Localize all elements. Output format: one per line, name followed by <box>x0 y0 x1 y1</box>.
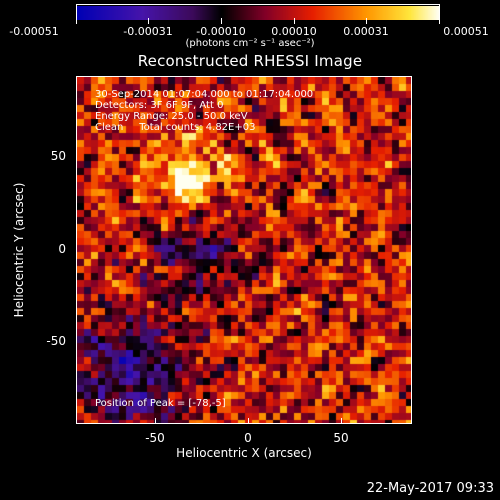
y-tick-label: -50 <box>46 334 66 348</box>
colorbar-tick <box>294 18 295 24</box>
y-axis-label: Heliocentric Y (arcsec) <box>12 182 26 318</box>
x-axis-label: Heliocentric X (arcsec) <box>176 446 312 460</box>
info-time-range: 30-Sep-2014 01:07:04.000 to 01:17:04.000 <box>95 89 314 100</box>
colorbar-tick-label: -0.00010 <box>196 25 246 38</box>
colorbar-tick <box>221 18 222 24</box>
colorbar-gradient <box>77 6 439 20</box>
colorbar-tick <box>439 18 440 24</box>
colorbar-units: (photons cm⁻² s⁻¹ asec⁻²) <box>185 38 315 49</box>
rhessi-image: 30-Sep-2014 01:07:04.000 to 01:17:04.000… <box>76 76 412 424</box>
x-tick-label: 0 <box>244 431 252 445</box>
y-tick-label: 50 <box>50 149 66 163</box>
info-energy-range: Energy Range: 25.0 - 50.0 keV <box>95 111 248 122</box>
colorbar-tick-label: 0.00010 <box>271 25 317 38</box>
y-tick-label: 0 <box>58 242 66 256</box>
x-tick-label: -50 <box>145 431 165 445</box>
colorbar-tick-label: -0.00031 <box>123 25 173 38</box>
colorbar <box>76 4 440 20</box>
x-tick <box>248 418 249 424</box>
plot-title: Reconstructed RHESSI Image <box>137 52 363 70</box>
colorbar-tick <box>366 18 367 24</box>
x-tick <box>341 418 342 424</box>
x-tick-label: 50 <box>333 431 349 445</box>
colorbar-tick-label: -0.00051 <box>9 25 59 38</box>
x-tick <box>155 418 156 424</box>
info-counts: Clean Total counts: 4.82E+03 <box>95 122 256 133</box>
image-heatmap <box>77 77 411 423</box>
timestamp: 22-May-2017 09:33 <box>366 481 494 496</box>
info-detectors: Detectors: 3F 6F 9F, Att 0 <box>95 100 224 111</box>
colorbar-tick <box>76 18 77 24</box>
colorbar-tick <box>148 18 149 24</box>
colorbar-tick-label: 0.00051 <box>443 25 489 38</box>
peak-position: Position of Peak = [-78,-5] <box>95 398 226 409</box>
colorbar-tick-label: 0.00031 <box>343 25 389 38</box>
